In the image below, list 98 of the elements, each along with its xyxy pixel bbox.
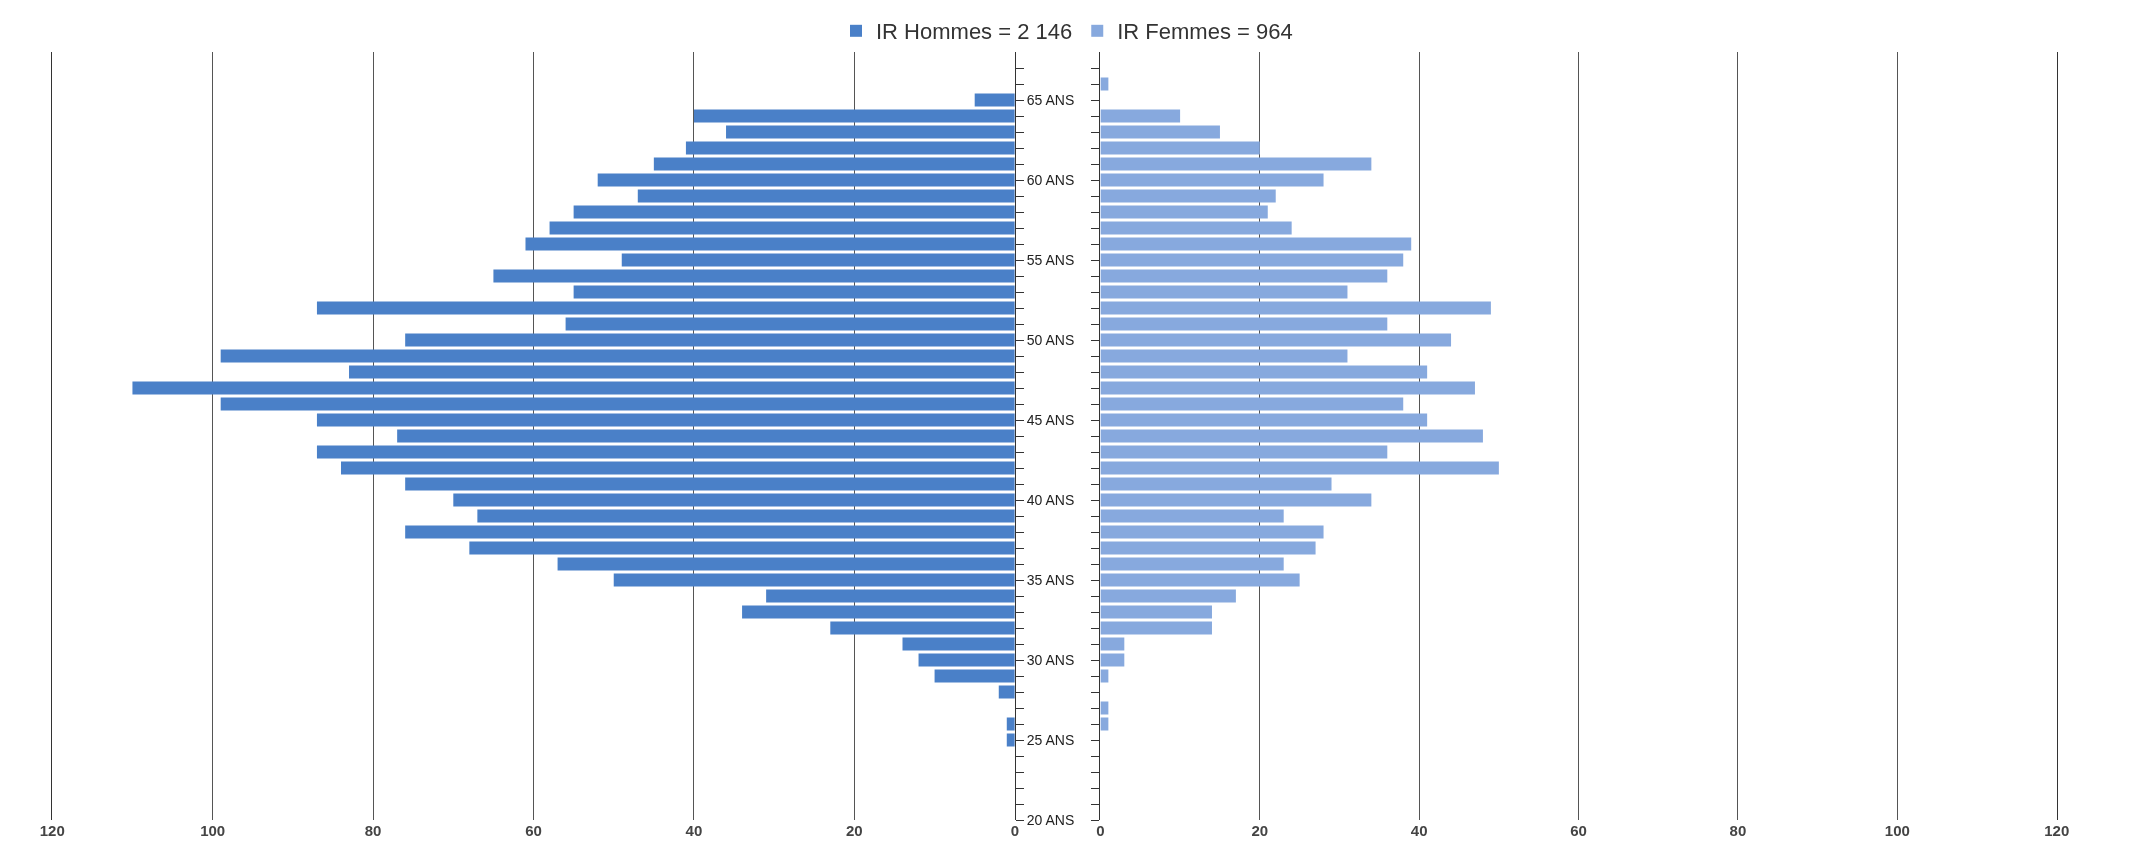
bar <box>525 237 1015 251</box>
bar <box>1100 365 1428 379</box>
x-tick-label: 40 <box>1410 822 1428 839</box>
bar <box>565 317 1015 331</box>
bar <box>1100 317 1388 331</box>
bar <box>597 173 1015 187</box>
x-tick-label: 0 <box>1096 822 1105 839</box>
bar <box>316 445 1015 459</box>
bar <box>493 269 1015 283</box>
bar <box>685 141 1015 155</box>
bar <box>453 493 1015 507</box>
bar <box>477 509 1015 523</box>
bar <box>1100 221 1292 235</box>
bar <box>316 301 1015 315</box>
bar <box>1100 349 1348 363</box>
x-tick-label: 60 <box>525 822 542 839</box>
bar <box>220 397 1015 411</box>
legend-label: IR Hommes = 2 146 <box>876 19 1073 45</box>
x-tick-label: 80 <box>1729 822 1747 839</box>
bar <box>918 653 1015 667</box>
bar <box>1100 189 1276 203</box>
bar <box>1100 285 1348 299</box>
y-tick-label: 20 ANS <box>1026 811 1075 828</box>
bar <box>653 157 1015 171</box>
bar <box>621 253 1015 267</box>
y-tick-label: 25 ANS <box>1026 731 1075 748</box>
legend-label: IR Femmes = 964 <box>1117 19 1293 45</box>
bar <box>726 125 1015 139</box>
bar <box>557 557 1015 571</box>
x-tick-label: 0 <box>1010 822 1019 839</box>
bar <box>1100 141 1260 155</box>
bar <box>1100 237 1412 251</box>
bar <box>469 541 1015 555</box>
bar <box>1100 653 1125 667</box>
bar <box>397 429 1015 443</box>
bar <box>1100 413 1428 427</box>
bar <box>830 621 1015 635</box>
y-tick-label: 50 ANS <box>1026 331 1075 348</box>
x-tick-label: 40 <box>685 822 703 839</box>
bar <box>766 589 1015 603</box>
bar <box>742 605 1015 619</box>
bar <box>220 349 1015 363</box>
bar <box>1100 269 1388 283</box>
bar <box>1100 637 1125 651</box>
bar <box>1100 509 1284 523</box>
x-tick-label: 20 <box>846 822 863 839</box>
x-tick-label: 20 <box>1251 822 1269 839</box>
bar <box>1100 493 1372 507</box>
bar <box>1100 173 1324 187</box>
bar <box>1100 573 1300 587</box>
y-tick-label: 35 ANS <box>1026 571 1075 588</box>
bar <box>1100 429 1483 443</box>
bar <box>1100 301 1491 315</box>
bar <box>1100 445 1388 459</box>
bar <box>1100 589 1236 603</box>
bar <box>349 365 1015 379</box>
y-tick-label: 45 ANS <box>1026 411 1075 428</box>
bar <box>573 205 1015 219</box>
bar <box>1100 557 1284 571</box>
y-tick-label: 55 ANS <box>1026 251 1075 268</box>
y-tick-label: 40 ANS <box>1026 491 1075 508</box>
bar <box>1100 125 1220 139</box>
bar <box>974 93 1015 107</box>
bar <box>1100 621 1212 635</box>
bar <box>1100 253 1404 267</box>
bar <box>902 637 1015 651</box>
bar <box>316 413 1015 427</box>
bar <box>1100 397 1404 411</box>
y-tick-label: 60 ANS <box>1026 171 1075 188</box>
bar <box>1100 157 1372 171</box>
bar <box>573 285 1015 299</box>
x-tick-label: 100 <box>200 822 226 839</box>
y-tick-label: 30 ANS <box>1026 651 1075 668</box>
bar <box>613 573 1015 587</box>
bar <box>1100 541 1316 555</box>
bar <box>405 525 1015 539</box>
x-tick-label: 120 <box>39 822 65 839</box>
bar <box>1100 109 1181 123</box>
bar <box>1100 525 1324 539</box>
bar <box>1100 205 1268 219</box>
bar <box>637 189 1015 203</box>
x-tick-label: 80 <box>364 822 382 839</box>
x-tick-label: 60 <box>1570 822 1587 839</box>
bar <box>693 109 1015 123</box>
y-tick-label: 65 ANS <box>1026 91 1075 108</box>
bar <box>132 381 1015 395</box>
x-tick-label: 120 <box>2044 822 2070 839</box>
bar <box>1100 381 1475 395</box>
bar <box>1100 333 1452 347</box>
bar <box>405 477 1015 491</box>
bar <box>405 333 1015 347</box>
bar <box>549 221 1015 235</box>
bar <box>341 461 1015 475</box>
bar <box>934 669 1015 683</box>
x-tick-label: 100 <box>1884 822 1910 839</box>
bar <box>1100 461 1499 475</box>
bar <box>1100 477 1332 491</box>
bar <box>1100 605 1212 619</box>
